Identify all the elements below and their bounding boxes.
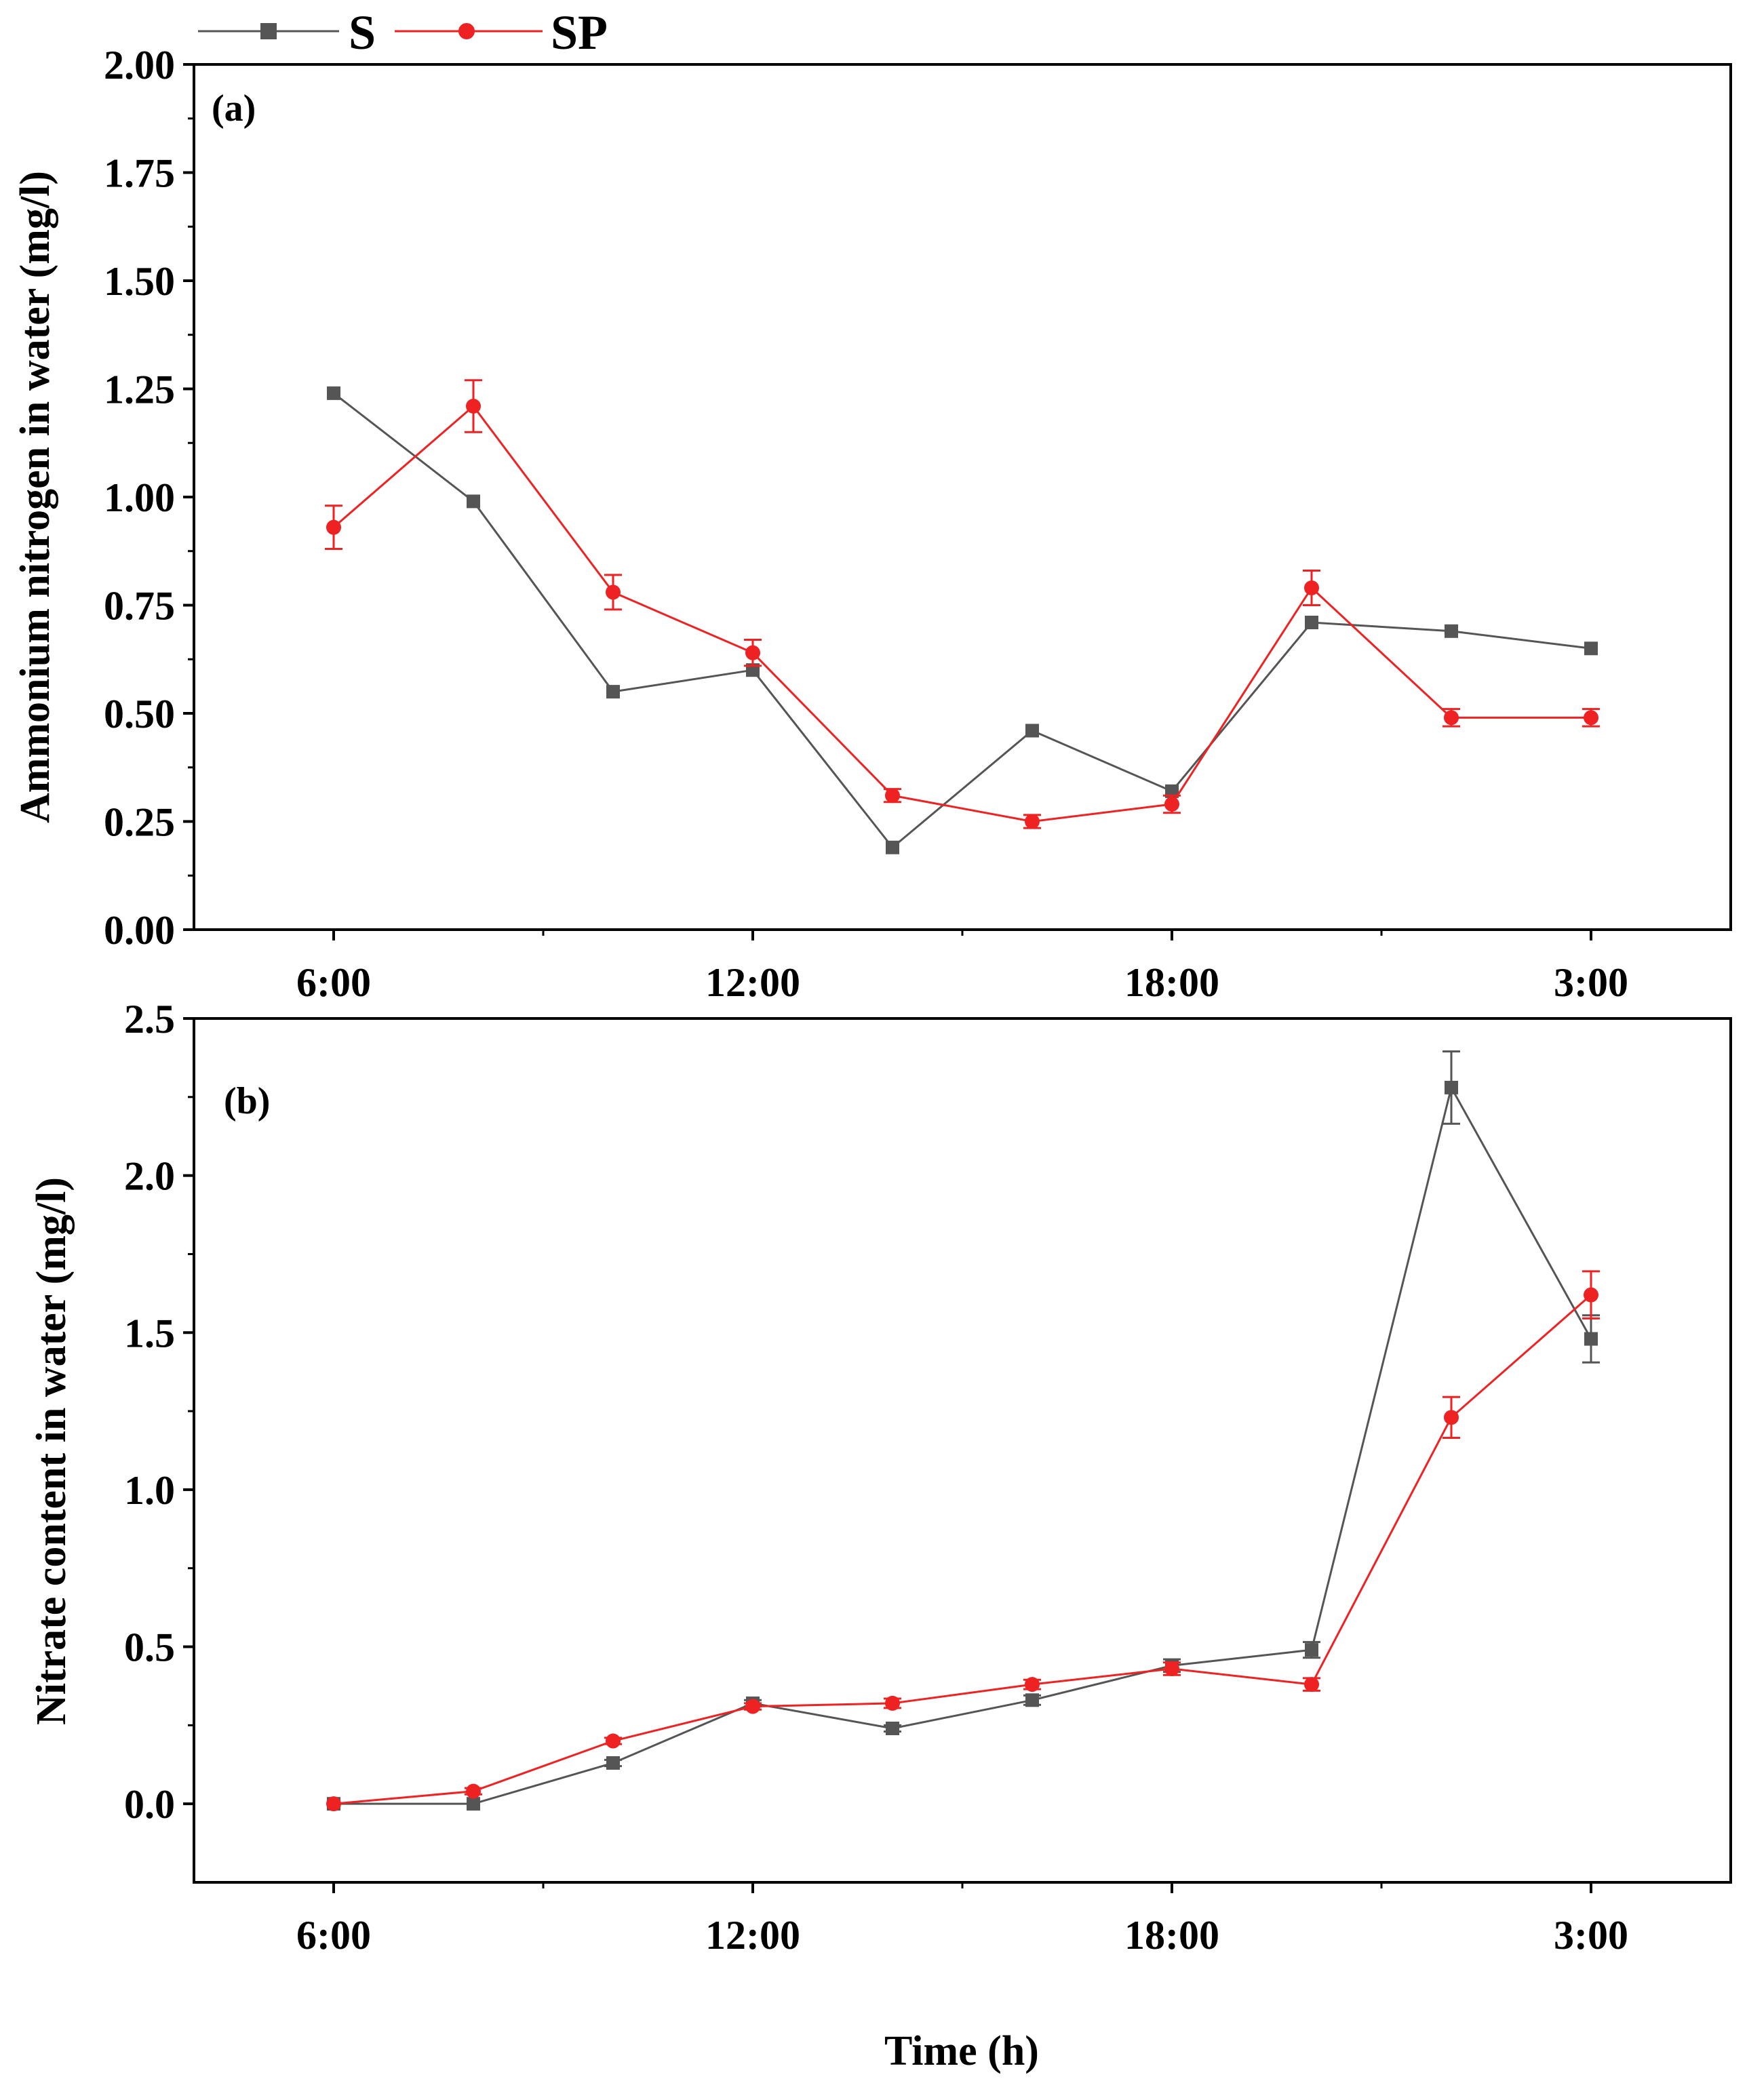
x-tick-label-b: 18:00 [1124,1913,1219,1958]
data-point-sp [1584,1287,1598,1303]
data-point-sp [1304,1677,1319,1692]
series-line-sp-a [333,404,1591,823]
x-tick-label-a: 12:00 [705,960,800,1005]
y-tick-label-b: 0.5 [124,1625,175,1670]
y-tick-label-a: 1.50 [104,259,175,304]
legend-marker-sp [458,23,475,39]
data-point-sp [1444,710,1459,726]
data-point-s [1445,624,1458,638]
x-tick-label-b: 12:00 [705,1913,800,1958]
y-tick-label-a: 1.00 [104,475,175,520]
y-tick-label-a: 0.50 [104,692,175,736]
data-point-s [1584,641,1598,656]
data-point-sp [1164,1661,1179,1676]
x-tick-label-a: 18:00 [1124,960,1219,1005]
x-tick-label-b: 6:00 [296,1913,371,1958]
y-tick-label-a: 1.25 [104,368,175,412]
legend-marker-s [260,23,277,39]
data-point-s [1445,1080,1458,1094]
data-point-sp [606,585,621,600]
series-line-s-b [334,1084,1592,1805]
series-a [325,379,1600,854]
panel-label-a: (a) [212,87,256,130]
data-point-sp [606,1733,621,1749]
data-point-sp [1304,580,1319,595]
data-point-s [886,840,899,854]
x-tick-label-b: 3:00 [1554,1913,1628,1958]
data-point-s [606,1756,620,1770]
data-point-sp [745,1699,760,1714]
data-point-s [1305,1643,1318,1657]
data-point-sp [1025,1677,1040,1692]
legend-label-s: S [349,5,376,60]
series-line-sp-b [333,1294,1592,1805]
data-point-s [327,386,340,400]
data-point-s [1025,724,1039,738]
data-point-sp [1444,1410,1459,1425]
y-tick-label-b: 1.0 [124,1468,175,1513]
x-tick-label-a: 3:00 [1554,960,1628,1005]
legend-label-sp: SP [551,5,608,60]
y-tick-label-a: 0.75 [104,584,175,629]
panel-a: (a) Ammonium nitrogen in water (mg/l) 0.… [12,43,1732,1005]
data-point-sp [885,788,900,804]
series-b [326,1050,1600,1812]
data-point-s [467,1797,480,1811]
data-point-sp [1584,710,1598,726]
legend: S SP [198,5,608,60]
data-point-sp [1164,796,1179,812]
data-point-sp [466,1783,481,1799]
x-tick-label-a: 6:00 [296,960,371,1005]
y-axis-title-b: Nitrate content in water (mg/l) [28,1177,75,1725]
axis-ticks-b: 0.0 0.5 1.0 1.5 2.0 2.5 6:00 12:00 18:00 3:00 [124,997,1628,1958]
data-point-s [886,1721,899,1735]
y-tick-label-a: 1.75 [104,151,175,196]
y-tick-label-b: 2.0 [124,1154,175,1199]
y-tick-label-b: 0.0 [124,1782,175,1827]
y-tick-label-a: 0.00 [104,908,175,953]
data-point-sp [745,645,760,660]
y-tick-label-a: 0.25 [104,800,175,845]
y-tick-label-b: 1.5 [124,1311,175,1355]
series-line-s-a [333,392,1592,849]
data-point-s [467,494,480,509]
y-axis-title-a: Ammonium nitrogen in water (mg/l) [12,171,58,823]
data-point-sp [885,1695,900,1711]
data-point-s [1025,1693,1039,1707]
data-point-sp [1025,814,1040,829]
axis-ticks-a: 0.00 0.25 0.50 0.75 1.00 1.25 1.50 1.75 2.00 6:00… [104,43,1628,1005]
panel-b: (b) Nitrate content in water (mg/l) Time… [28,997,1732,2074]
x-axis-title-b: Time (h) [884,2028,1039,2074]
panel-label-b: (b) [224,1080,270,1122]
data-point-sp [326,1796,341,1812]
y-tick-label-a: 2.00 [104,43,175,87]
data-point-sp [466,399,481,414]
data-point-sp [326,519,341,535]
data-point-s [606,685,620,699]
data-point-s [1584,1332,1598,1346]
y-tick-label-b: 2.5 [124,997,175,1042]
data-point-s [1305,616,1318,630]
